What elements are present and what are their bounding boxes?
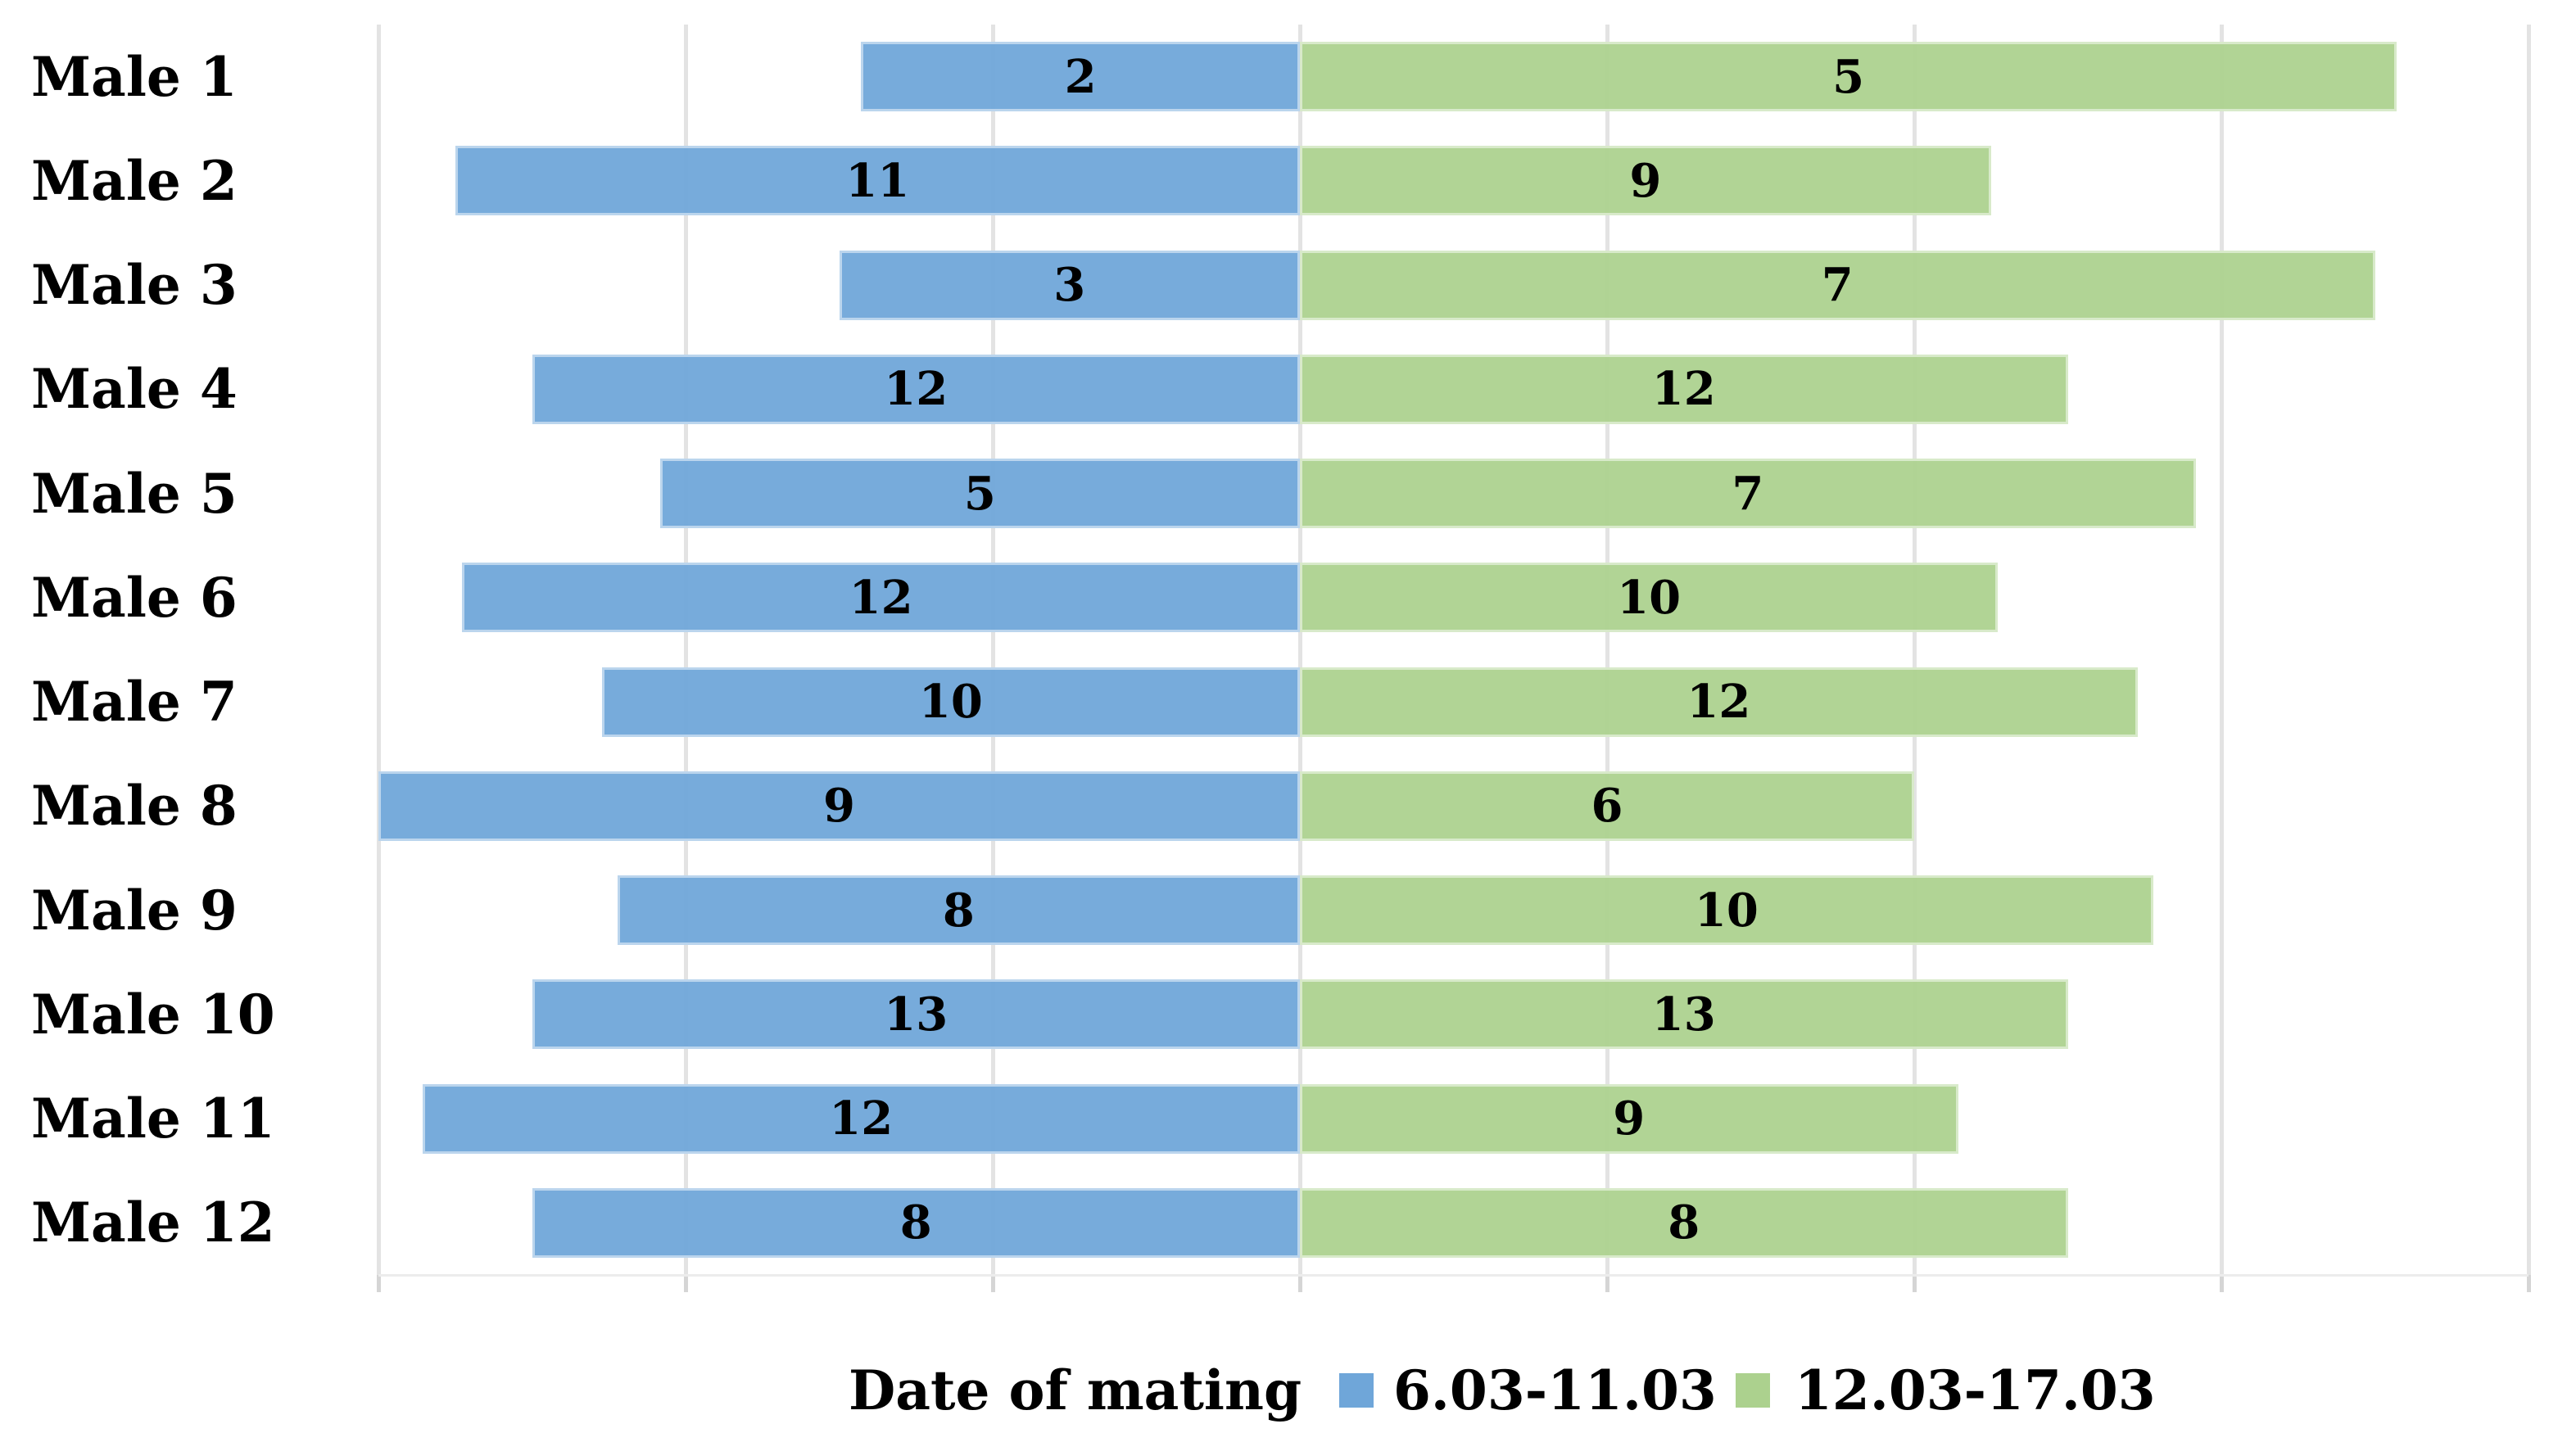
bar-value-label: 6 <box>1591 779 1623 834</box>
bar-segment-period2: 12 <box>1300 354 2068 424</box>
x-axis-line <box>378 1274 2528 1277</box>
axis-tick <box>684 1275 688 1292</box>
category-label: Male 11 <box>31 1087 275 1151</box>
axis-tick <box>1298 1275 1302 1292</box>
bar-segment-period2: 10 <box>1300 563 1999 633</box>
gridline <box>2220 25 2224 1275</box>
bar-value-label: 12 <box>884 362 948 417</box>
bar-value-label: 3 <box>1053 258 1086 313</box>
axis-tick <box>377 1275 381 1292</box>
bar-segment-period2: 6 <box>1300 771 1914 841</box>
gridline <box>1605 25 1609 1275</box>
bar-value-label: 12 <box>1651 362 1716 417</box>
bar-segment-period1: 10 <box>601 667 1300 737</box>
bar-segment-period1: 9 <box>378 771 1300 841</box>
bar-segment-period1: 11 <box>455 146 1300 216</box>
bar-value-label: 7 <box>1732 466 1764 521</box>
bar-segment-period1: 2 <box>861 42 1300 112</box>
gridline <box>1298 25 1302 1275</box>
bar-value-label: 11 <box>845 153 910 208</box>
bar-segment-period2: 8 <box>1300 1187 2068 1258</box>
category-label: Male 8 <box>31 774 238 839</box>
bar-value-label: 13 <box>1651 987 1716 1042</box>
category-label: Male 3 <box>31 253 238 318</box>
gridline <box>991 25 995 1275</box>
bar-segment-period2: 10 <box>1300 875 2153 946</box>
bar-segment-period1: 8 <box>532 1187 1300 1258</box>
bar-value-label: 9 <box>1629 153 1662 208</box>
bar-segment-period1: 12 <box>462 563 1300 633</box>
legend-swatch-period2 <box>1736 1373 1770 1408</box>
bar-segment-period1: 5 <box>659 459 1300 529</box>
legend-title: Date of mating <box>849 1358 1302 1422</box>
category-label: Male 1 <box>31 44 238 109</box>
legend-swatch-period1 <box>1339 1373 1374 1408</box>
bar-value-label: 12 <box>849 570 913 625</box>
bar-segment-period2: 9 <box>1300 146 1991 216</box>
gridline <box>377 25 381 1275</box>
bar-value-label: 2 <box>1064 49 1097 104</box>
bar-value-label: 5 <box>963 466 996 521</box>
bar-value-label: 10 <box>918 675 983 730</box>
legend-label-period1: 6.03-11.03 <box>1393 1358 1717 1422</box>
bar-value-label: 13 <box>884 987 948 1042</box>
axis-tick <box>1605 1275 1609 1292</box>
bar-value-label: 8 <box>1668 1196 1700 1250</box>
category-label: Male 7 <box>31 670 238 735</box>
bar-segment-period2: 7 <box>1300 459 2196 529</box>
bar-value-label: 12 <box>1686 675 1751 730</box>
gridline <box>1913 25 1917 1275</box>
category-label: Male 6 <box>31 565 238 630</box>
bar-value-label: 9 <box>823 779 855 834</box>
axis-tick <box>1913 1275 1917 1292</box>
bar-value-label: 10 <box>1617 570 1682 625</box>
bar-value-label: 7 <box>1821 258 1854 313</box>
gridline <box>2527 25 2531 1275</box>
bar-value-label: 8 <box>899 1196 932 1250</box>
bar-value-label: 9 <box>1613 1092 1646 1146</box>
axis-tick <box>2220 1275 2224 1292</box>
category-label: Male 12 <box>31 1191 275 1255</box>
bar-value-label: 12 <box>829 1092 894 1146</box>
category-label: Male 2 <box>31 148 238 213</box>
bar-segment-period2: 9 <box>1300 1083 1958 1154</box>
bar-segment-period2: 12 <box>1300 667 2138 737</box>
category-label: Male 9 <box>31 878 238 942</box>
bar-segment-period2: 5 <box>1300 42 2397 112</box>
bar-value-label: 5 <box>1832 49 1865 104</box>
bar-segment-period1: 13 <box>532 979 1300 1050</box>
bar-segment-period1: 8 <box>617 875 1300 946</box>
bar-segment-period2: 13 <box>1300 979 2068 1050</box>
gridline <box>684 25 688 1275</box>
bar-segment-period1: 12 <box>422 1083 1300 1154</box>
bar-segment-period2: 7 <box>1300 250 2375 320</box>
bar-value-label: 8 <box>942 883 975 938</box>
bar-segment-period1: 12 <box>532 354 1300 424</box>
category-label: Male 10 <box>31 982 275 1046</box>
bar-value-label: 10 <box>1694 883 1759 938</box>
category-label: Male 5 <box>31 461 238 526</box>
category-label: Male 4 <box>31 357 238 422</box>
legend-label-period2: 12.03-17.03 <box>1795 1358 2156 1422</box>
bar-segment-period1: 3 <box>839 250 1300 320</box>
axis-tick <box>2527 1275 2531 1292</box>
axis-tick <box>991 1275 995 1292</box>
